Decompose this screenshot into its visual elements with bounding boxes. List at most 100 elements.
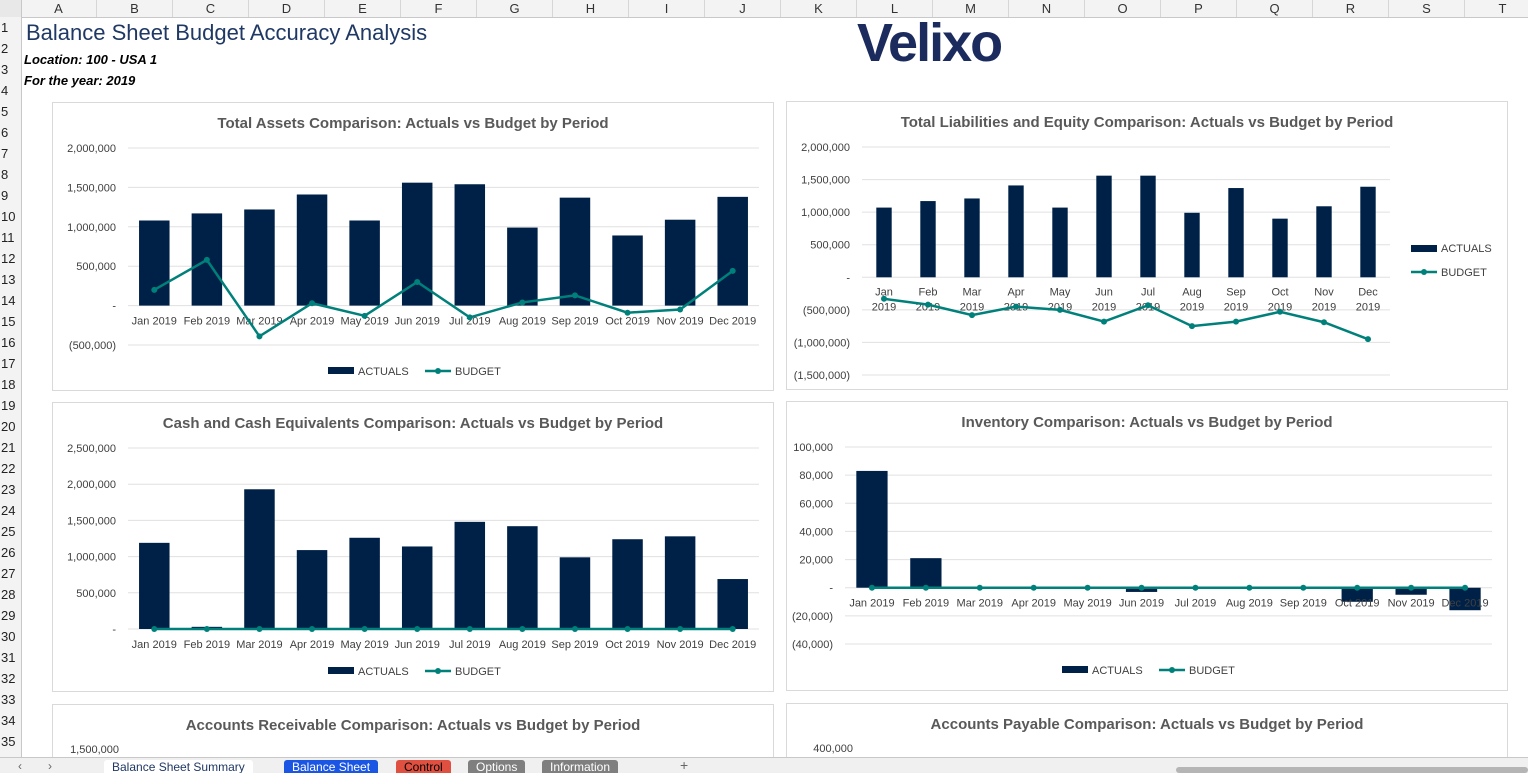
column-header-B[interactable]: B <box>97 0 173 17</box>
sheet-title[interactable]: Balance Sheet Budget Accuracy Analysis <box>26 20 428 45</box>
total-assets-chart[interactable]: Total Assets Comparison: Actuals vs Budg… <box>52 102 774 391</box>
budget-point[interactable] <box>1013 303 1019 310</box>
row-header-2[interactable]: 2 <box>1 41 9 56</box>
row-header-1[interactable]: 1 <box>1 20 9 35</box>
actuals-bar[interactable] <box>296 194 328 306</box>
actuals-bar[interactable] <box>717 196 748 306</box>
tab-scroll-right-icon[interactable]: › <box>48 759 52 773</box>
sheet-tab-options[interactable]: Options <box>468 760 526 773</box>
sheet-tab-information[interactable]: Information <box>542 760 619 773</box>
row-header-22[interactable]: 22 <box>1 461 16 476</box>
column-header-M[interactable]: M <box>933 0 1009 17</box>
column-header-S[interactable]: S <box>1389 0 1465 17</box>
actuals-bar[interactable] <box>856 470 888 588</box>
sheet-tab-balance-sheet[interactable]: Balance Sheet <box>284 760 379 773</box>
row-header-8[interactable]: 8 <box>1 167 9 182</box>
row-header-29[interactable]: 29 <box>1 608 16 623</box>
location-label[interactable]: Location: 100 - USA 1 <box>24 52 158 67</box>
budget-point[interactable] <box>1057 306 1063 313</box>
horizontal-scrollbar[interactable] <box>1176 767 1528 773</box>
budget-point[interactable] <box>1084 584 1091 591</box>
budget-point[interactable] <box>309 626 316 632</box>
row-header-13[interactable]: 13 <box>1 272 16 287</box>
column-header-H[interactable]: H <box>553 0 629 17</box>
budget-point[interactable] <box>922 584 929 591</box>
row-header-25[interactable]: 25 <box>1 524 16 539</box>
row-header-32[interactable]: 32 <box>1 671 16 686</box>
inventory-chart[interactable]: Inventory Comparison: Actuals vs Budget … <box>786 401 1508 691</box>
row-header-10[interactable]: 10 <box>1 209 16 224</box>
actuals-bar[interactable] <box>139 542 170 629</box>
row-header-26[interactable]: 26 <box>1 545 16 560</box>
budget-point[interactable] <box>624 309 631 316</box>
actuals-bar[interactable] <box>244 209 275 306</box>
actuals-bar[interactable] <box>401 546 433 629</box>
actuals-bar[interactable] <box>612 539 643 629</box>
budget-point[interactable] <box>881 295 887 302</box>
row-header-33[interactable]: 33 <box>1 692 16 707</box>
column-header-R[interactable]: R <box>1313 0 1389 17</box>
budget-point[interactable] <box>729 626 736 632</box>
actuals-bar[interactable] <box>559 557 591 629</box>
row-header-21[interactable]: 21 <box>1 440 16 455</box>
row-header-16[interactable]: 16 <box>1 335 16 350</box>
budget-point[interactable] <box>729 267 736 274</box>
budget-point[interactable] <box>1354 584 1361 591</box>
row-header-23[interactable]: 23 <box>1 482 16 497</box>
row-header-6[interactable]: 6 <box>1 125 9 140</box>
row-header-4[interactable]: 4 <box>1 83 9 98</box>
budget-point[interactable] <box>1365 336 1371 343</box>
budget-point[interactable] <box>203 626 210 632</box>
budget-point[interactable] <box>1321 319 1327 326</box>
actuals-bar[interactable] <box>454 521 486 629</box>
cash-equivalents-chart[interactable]: Cash and Cash Equivalents Comparison: Ac… <box>52 402 774 692</box>
column-header-F[interactable]: F <box>401 0 477 17</box>
budget-point[interactable] <box>256 333 263 340</box>
actuals-bar[interactable] <box>664 536 696 629</box>
budget-point[interactable] <box>361 626 368 632</box>
actuals-bar[interactable] <box>910 558 942 588</box>
budget-point[interactable] <box>624 626 631 632</box>
row-header-5[interactable]: 5 <box>1 104 9 119</box>
budget-point[interactable] <box>1192 584 1199 591</box>
actuals-bar[interactable] <box>1228 188 1244 278</box>
sheet-tab-balance-sheet-summary[interactable]: Balance Sheet Summary <box>104 760 253 773</box>
budget-point[interactable] <box>969 312 975 319</box>
row-header-24[interactable]: 24 <box>1 503 16 518</box>
actuals-bar[interactable] <box>1140 175 1156 278</box>
row-header-30[interactable]: 30 <box>1 629 16 644</box>
budget-point[interactable] <box>868 584 875 591</box>
tab-scroll-left-icon[interactable]: ‹ <box>18 759 22 773</box>
row-header-18[interactable]: 18 <box>1 377 16 392</box>
column-header-K[interactable]: K <box>781 0 857 17</box>
row-header-11[interactable]: 11 <box>1 230 15 245</box>
actuals-bar[interactable] <box>349 220 380 306</box>
budget-point[interactable] <box>571 292 578 299</box>
budget-point[interactable] <box>414 626 421 632</box>
budget-point[interactable] <box>519 626 526 632</box>
actuals-bar[interactable] <box>559 197 591 306</box>
column-header-N[interactable]: N <box>1009 0 1085 17</box>
actuals-bar[interactable] <box>964 198 980 278</box>
budget-point[interactable] <box>1138 584 1145 591</box>
row-header-7[interactable]: 7 <box>1 146 9 161</box>
budget-point[interactable] <box>1408 584 1415 591</box>
row-header-15[interactable]: 15 <box>1 314 16 329</box>
budget-point[interactable] <box>414 278 421 285</box>
actuals-bar[interactable] <box>296 550 328 629</box>
row-header-20[interactable]: 20 <box>1 419 16 434</box>
column-header-A[interactable]: A <box>21 0 97 17</box>
row-header-27[interactable]: 27 <box>1 566 16 581</box>
budget-point[interactable] <box>256 626 263 632</box>
actuals-bar[interactable] <box>244 489 275 629</box>
row-header-17[interactable]: 17 <box>1 356 16 371</box>
actuals-bar[interactable] <box>507 526 538 629</box>
select-all-corner[interactable] <box>0 0 22 18</box>
row-header-9[interactable]: 9 <box>1 188 9 203</box>
budget-line[interactable] <box>153 258 734 339</box>
column-header-D[interactable]: D <box>249 0 325 17</box>
accounts-payable-chart[interactable]: Accounts Payable Comparison: Actuals vs … <box>786 703 1508 765</box>
row-header-35[interactable]: 35 <box>1 734 16 749</box>
year-label[interactable]: For the year: 2019 <box>24 73 136 88</box>
column-header-G[interactable]: G <box>477 0 553 17</box>
